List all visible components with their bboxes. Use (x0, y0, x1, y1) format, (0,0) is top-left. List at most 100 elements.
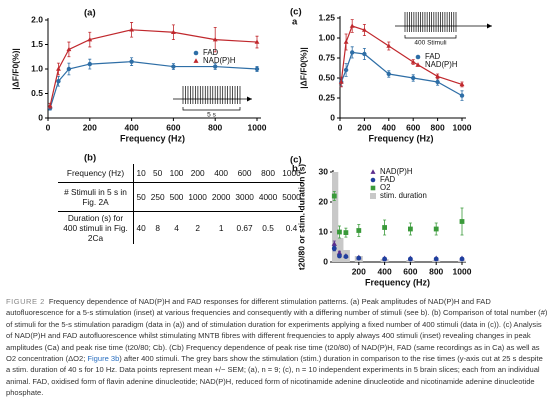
y-tick-label: 2.0 (31, 14, 43, 24)
table-cell: # Stimuli in 5 s in Fig. 2A (58, 182, 134, 212)
x-tick-label: 800 (208, 122, 222, 132)
marker (433, 226, 439, 232)
marker (331, 246, 337, 251)
series-line (340, 25, 463, 85)
bar (332, 172, 339, 262)
table-cell: 1 (209, 211, 233, 244)
table-cell: 1000 (282, 168, 301, 178)
table-cell: 800 (261, 168, 275, 178)
marker (459, 256, 465, 262)
marker (213, 64, 218, 69)
panel-label: (c) (290, 7, 302, 18)
x-tick-label: 400 (382, 122, 396, 132)
stimulus-bracket (182, 107, 241, 111)
legend-label: FAD (380, 175, 396, 184)
caption-link[interactable]: Figure 3b (87, 354, 120, 364)
table-cell: 0.5 (256, 211, 280, 244)
caption: FIGURE 2 Frequency dependence of NAD(P)H … (6, 296, 548, 399)
table-cell: 3000 (232, 182, 257, 212)
table-cell: 4 (167, 211, 186, 244)
marker (343, 230, 349, 235)
marker (356, 228, 362, 233)
marker (47, 103, 53, 108)
marker (212, 36, 218, 42)
marker (435, 79, 440, 85)
table-cell: 10 (136, 168, 146, 178)
marker (343, 67, 349, 73)
panel-sublabel: b (292, 164, 298, 175)
table-row: Frequency (Hz) 10 50 100 200 400 600 800 1000 (58, 164, 303, 183)
legend-label: O2 (380, 183, 390, 192)
table-cell: 500 (167, 182, 186, 212)
caption-text: ) after 400 stimuli. The grey bars show … (6, 354, 543, 398)
y-tick-label: 1.25 (318, 12, 335, 22)
legend-label: NAD(P)H (380, 167, 413, 176)
x-tick-label: 1000 (248, 122, 267, 132)
marker (408, 226, 413, 232)
marker (350, 50, 355, 55)
table-cell: 4000 (256, 182, 280, 212)
marker (343, 254, 349, 259)
inset-label: 400 Stimuli (414, 40, 446, 47)
caption-label: FIGURE 2 (6, 297, 45, 306)
x-tick-label: 200 (83, 122, 97, 132)
y-axis-label: |ΔF/F0(%)| (10, 48, 20, 90)
marker (56, 79, 61, 84)
table-cell: 8 (148, 211, 168, 244)
marker (362, 51, 367, 57)
inset-label: 5 s (207, 112, 216, 119)
table-cell: 400 (214, 168, 229, 178)
legend-label: NAD(P)H (203, 56, 236, 65)
marker (336, 250, 343, 255)
y-tick-label: 1.0 (31, 63, 43, 73)
legend-label: NAD(P)H (425, 60, 458, 69)
legend-label: FAD (425, 52, 441, 61)
y-axis-label: |ΔF/F0(%)| (298, 47, 308, 89)
stimulus-arrowhead (247, 96, 252, 102)
x-axis-label: Frequency (Hz) (120, 133, 185, 143)
marker (382, 256, 387, 262)
figure: 00.51.01.52.00 200 400 600 800 1000Frequency … (10, 7, 492, 287)
marker (87, 61, 93, 67)
table-cell: Duration (s) for 400 stimuli in Fig. 2Ca (58, 211, 134, 244)
table-cell: 0.4 (279, 211, 304, 244)
marker (415, 54, 421, 60)
x-tick-label: 200 (357, 122, 371, 132)
marker (415, 62, 421, 67)
stimulus-arrowhead (487, 23, 492, 29)
x-axis-label: Frequency (Hz) (365, 277, 430, 287)
table-cell: 50 (133, 182, 149, 212)
x-tick-label: 0 (338, 122, 343, 132)
y-tick-label: 0.5 (31, 88, 43, 98)
table-cell: 100 (169, 168, 184, 178)
x-tick-label: 200 (352, 266, 366, 276)
marker (382, 225, 387, 230)
marker (343, 39, 349, 44)
marker (56, 66, 61, 71)
marker (459, 81, 465, 87)
y-tick-label: 0 (330, 112, 335, 122)
x-tick-label: 600 (406, 122, 420, 132)
marker (349, 23, 355, 28)
marker (370, 177, 376, 183)
y-tick-label: 0.25 (318, 92, 335, 102)
marker (386, 43, 392, 48)
x-tick-label: 600 (403, 266, 417, 276)
marker (254, 66, 260, 72)
marker (193, 58, 199, 63)
marker (129, 59, 134, 64)
marker (87, 36, 93, 42)
marker (170, 29, 176, 35)
marker (459, 93, 465, 98)
caption-text: Frequency dependence of NAD(P)H and FAD … (6, 297, 548, 364)
x-tick-label: 1000 (453, 122, 472, 132)
x-tick-label: 400 (378, 266, 392, 276)
panel-label: (b) (84, 153, 96, 164)
y-tick-label: 0.50 (318, 72, 335, 82)
marker (338, 79, 344, 84)
marker (361, 27, 367, 32)
series-line (49, 29, 258, 106)
table-cell: 50 (153, 168, 163, 178)
marker (433, 256, 439, 262)
